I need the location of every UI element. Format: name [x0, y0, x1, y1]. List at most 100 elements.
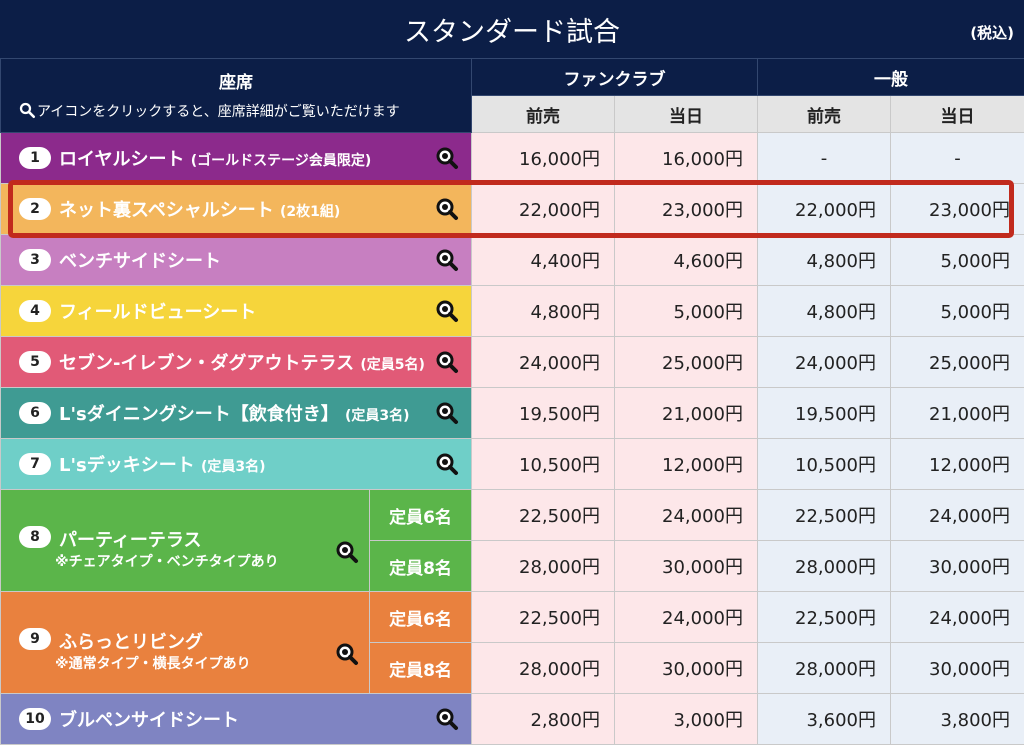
seat-name-text: フィールドビューシート — [59, 302, 257, 323]
seat-cell[interactable]: 8 パーティーテラス ※チェアタイプ・ベンチタイプあり — [0, 489, 370, 592]
seat-detail-magnifier-icon[interactable] — [435, 452, 459, 476]
seat-name-text: ブルペンサイドシート — [59, 710, 239, 731]
seat-detail-magnifier-icon[interactable] — [435, 197, 459, 221]
price-cell-fanclub-presale: 19,500円 — [471, 387, 615, 439]
price-cell-general-sameday: 23,000円 — [890, 183, 1024, 235]
seat-name-text: ロイヤルシート — [59, 149, 185, 170]
price-cell-fanclub-sameday: 30,000円 — [614, 642, 758, 694]
seat-note: (ゴールドステージ会員限定) — [190, 153, 372, 169]
seat-detail-magnifier-icon[interactable] — [435, 299, 459, 323]
table-row: 定員8名 28,000円 30,000円 28,000円 30,000円 — [1, 642, 1024, 694]
seat-cell[interactable]: 9 ふらっとリビング ※通常タイプ・横長タイプあり — [0, 591, 370, 694]
price-cell-general-sameday: 24,000円 — [890, 489, 1024, 541]
seat-cell[interactable]: 7 L'sデッキシート (定員3名) — [0, 438, 472, 490]
seat-detail-magnifier-icon[interactable] — [335, 540, 359, 564]
seat-note: (2枚1組) — [280, 204, 341, 220]
fanclub-column-header: ファンクラブ — [471, 58, 758, 96]
seat-name: ロイヤルシート (ゴールドステージ会員限定) — [59, 145, 371, 171]
price-cell-fanclub-presale: 28,000円 — [471, 642, 615, 694]
table-row: 2 ネット裏スペシャルシート (2枚1組) 22,000円 23,000円 22,0… — [0, 183, 1024, 235]
table-row: 定員8名 28,000円 30,000円 28,000円 30,000円 — [1, 540, 1024, 592]
price-cell-fanclub-sameday: 12,000円 — [614, 438, 758, 490]
price-cell-fanclub-presale: 24,000円 — [471, 336, 615, 388]
general-sameday-header: 当日 — [890, 95, 1024, 133]
table-row: 9 ふらっとリビング ※通常タイプ・横長タイプあり 定員6名 22,500円 24,… — [0, 591, 1024, 694]
price-cell-general-presale: 24,000円 — [757, 336, 891, 388]
price-table-body: 1 ロイヤルシート (ゴールドステージ会員限定) 16,000円 16,000円 -… — [0, 132, 1024, 745]
seat-name-text: ネット裏スペシャルシート — [59, 200, 274, 221]
price-cell-fanclub-presale: 16,000円 — [471, 132, 615, 184]
price-cell-general-presale: 22,500円 — [757, 591, 891, 643]
table-row: 6 L'sダイニングシート【飲食付き】 (定員3名) 19,500円 21,000… — [0, 387, 1024, 439]
seat-cell[interactable]: 4 フィールドビューシート — [0, 285, 472, 337]
price-cell-general-presale: 22,500円 — [757, 489, 891, 541]
price-cell-fanclub-sameday: 23,000円 — [614, 183, 758, 235]
capacity-cell: 定員8名 — [369, 540, 472, 592]
seat-number-badge: 9 — [19, 628, 51, 650]
seat-number-badge: 3 — [19, 249, 51, 271]
price-cell-general-presale: 3,600円 — [757, 693, 891, 745]
general-column-header: 一般 — [757, 58, 1024, 96]
seat-note: (定員3名) — [200, 459, 266, 475]
seat-cell[interactable]: 3 ベンチサイドシート — [0, 234, 472, 286]
capacity-cell: 定員6名 — [369, 489, 472, 541]
table-row: 3 ベンチサイドシート 4,400円 4,600円 4,800円 5,000円 — [0, 234, 1024, 286]
seat-name: ふらっとリビング — [59, 632, 203, 653]
price-cell-general-sameday: 21,000円 — [890, 387, 1024, 439]
seat-header-label: 座席 — [219, 73, 253, 93]
price-cell-general-presale: 19,500円 — [757, 387, 891, 439]
seat-number-badge: 4 — [19, 300, 51, 322]
price-cell-fanclub-sameday: 25,000円 — [614, 336, 758, 388]
price-cell-fanclub-sameday: 24,000円 — [614, 489, 758, 541]
seat-cell[interactable]: 2 ネット裏スペシャルシート (2枚1組) — [0, 183, 472, 235]
table-row: 7 L'sデッキシート (定員3名) 10,500円 12,000円 10,500円… — [0, 438, 1024, 490]
seat-name-text: L'sデッキシート — [59, 455, 195, 476]
seat-name: セブン-イレブン・ダグアウトテラス (定員5名) — [59, 349, 425, 375]
seat-cell[interactable]: 6 L'sダイニングシート【飲食付き】 (定員3名) — [0, 387, 472, 439]
price-cell-fanclub-presale: 22,500円 — [471, 489, 615, 541]
capacity-cell: 定員6名 — [369, 591, 472, 643]
price-cell-fanclub-sameday: 3,000円 — [614, 693, 758, 745]
price-cell-fanclub-presale: 4,400円 — [471, 234, 615, 286]
price-table: 座席 アイコンをクリックすると、座席詳細がご覧いただけます ファンクラブ 一般 … — [0, 58, 1024, 745]
seat-sub-note: ※チェアタイプ・ベンチタイプあり — [55, 554, 279, 570]
table-row: 8 パーティーテラス ※チェアタイプ・ベンチタイプあり 定員6名 22,500円 2… — [0, 489, 1024, 592]
seat-note: (定員3名) — [344, 408, 410, 424]
seat-detail-magnifier-icon[interactable] — [435, 248, 459, 272]
seat-cell[interactable]: 5 セブン-イレブン・ダグアウトテラス (定員5名) — [0, 336, 472, 388]
magnifier-icon — [19, 102, 36, 119]
seat-detail-magnifier-icon[interactable] — [435, 401, 459, 425]
price-cell-fanclub-presale: 10,500円 — [471, 438, 615, 490]
seat-number-badge: 6 — [19, 402, 51, 424]
seat-number-badge: 8 — [19, 526, 51, 548]
seat-name: ブルペンサイドシート — [59, 706, 245, 732]
seat-number-badge: 5 — [19, 351, 51, 373]
price-cell-general-presale: 10,500円 — [757, 438, 891, 490]
general-presale-header: 前売 — [757, 95, 891, 133]
price-cell-fanclub-presale: 4,800円 — [471, 285, 615, 337]
price-cell-general-presale: 4,800円 — [757, 234, 891, 286]
price-cell-fanclub-sameday: 24,000円 — [614, 591, 758, 643]
seat-name: L'sデッキシート (定員3名) — [59, 451, 266, 477]
seat-detail-magnifier-icon[interactable] — [435, 146, 459, 170]
seat-detail-magnifier-icon[interactable] — [435, 707, 459, 731]
table-row: 10 ブルペンサイドシート 2,800円 3,000円 3,600円 3,800円 — [0, 693, 1024, 745]
table-row: 4 フィールドビューシート 4,800円 5,000円 4,800円 5,000円 — [0, 285, 1024, 337]
seat-number-badge: 7 — [19, 453, 51, 475]
seat-name: ベンチサイドシート — [59, 247, 227, 273]
seat-detail-magnifier-icon[interactable] — [335, 642, 359, 666]
price-cell-fanclub-presale: 22,000円 — [471, 183, 615, 235]
price-cell-general-sameday: 5,000円 — [890, 234, 1024, 286]
seat-sub-note: ※通常タイプ・横長タイプあり — [55, 656, 251, 672]
seat-header-note-text: アイコンをクリックすると、座席詳細がご覧いただけます — [37, 104, 400, 120]
seat-cell[interactable]: 10 ブルペンサイドシート — [0, 693, 472, 745]
seat-name-text: ベンチサイドシート — [59, 251, 221, 272]
seat-detail-magnifier-icon[interactable] — [435, 350, 459, 374]
seat-note: (定員5名) — [360, 357, 425, 373]
seat-cell[interactable]: 1 ロイヤルシート (ゴールドステージ会員限定) — [0, 132, 472, 184]
seat-name-text: セブン-イレブン・ダグアウトテラス — [59, 353, 355, 374]
price-cell-general-sameday: 12,000円 — [890, 438, 1024, 490]
price-cell-general-sameday: 3,800円 — [890, 693, 1024, 745]
price-cell-general-sameday: 30,000円 — [890, 642, 1024, 694]
price-cell-general-sameday: - — [890, 132, 1024, 184]
